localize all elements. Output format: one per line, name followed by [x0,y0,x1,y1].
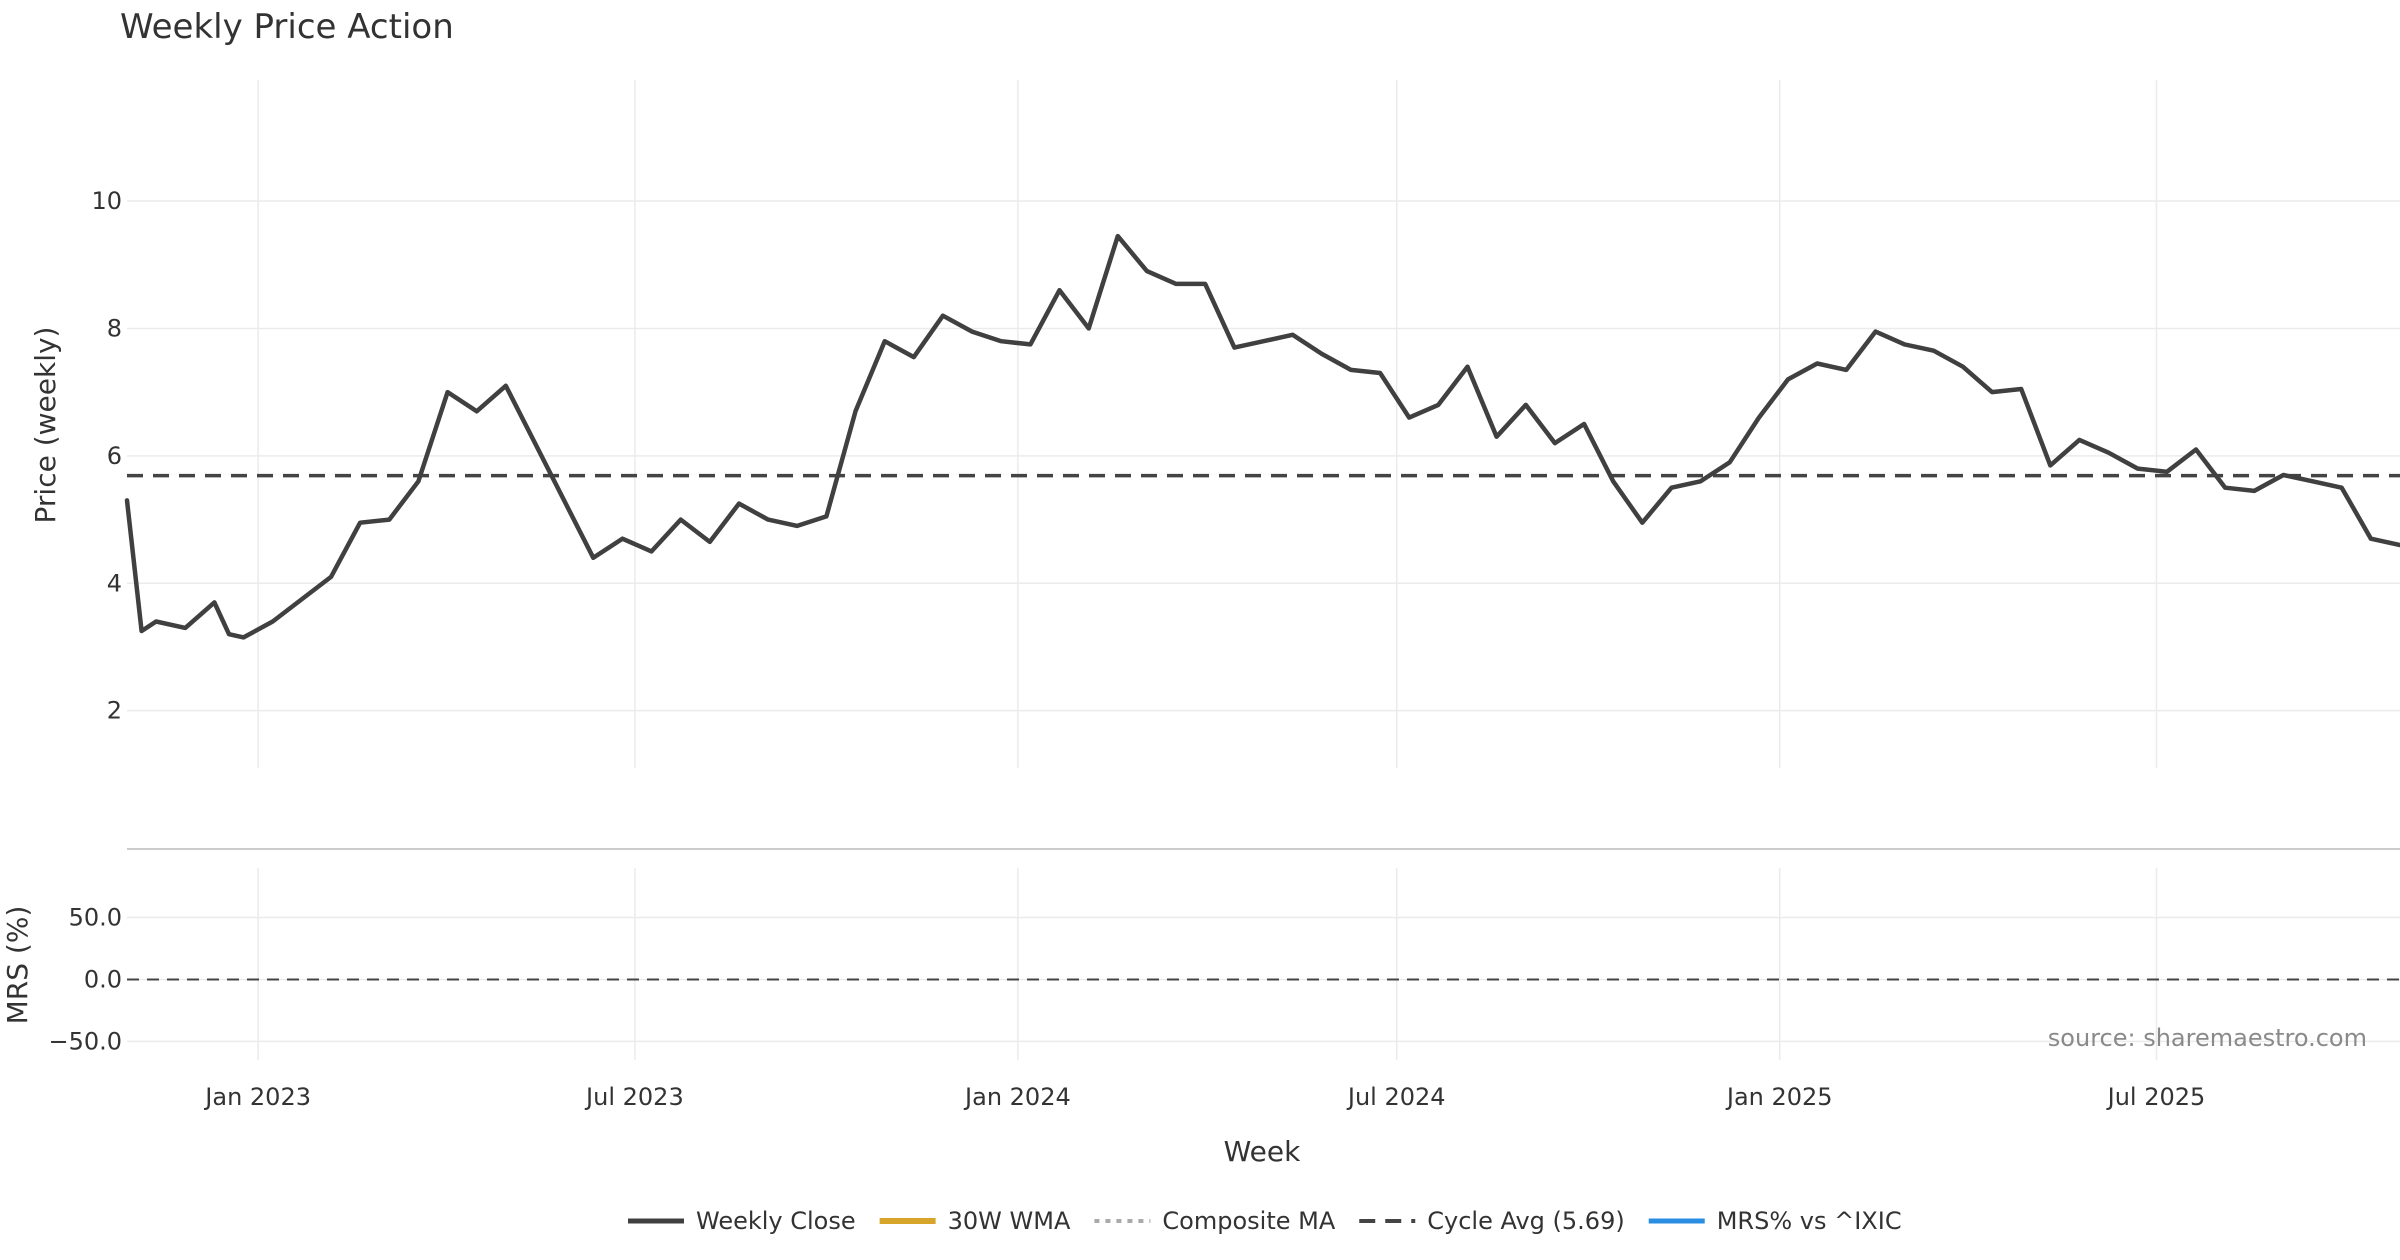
legend-label: 30W WMA [948,1207,1071,1235]
price-y-tick-label: 8 [107,314,122,342]
legend: Weekly Close 30W WMA Composite MA Cycle Avg… [628,1207,1902,1235]
price-y-tick-label: 6 [107,442,122,470]
legend-item-cycle: Cycle Avg (5.69) [1359,1207,1625,1235]
weekly-close-line [124,233,2400,640]
mrs-y-tick-label: 0.0 [84,965,122,993]
legend-item-close: Weekly Close [628,1207,856,1235]
mrs-y-ticks: 50.0 0.0 −50.0 [48,904,122,1056]
legend-label: Cycle Avg (5.69) [1427,1207,1624,1235]
legend-item-composite: Composite MA [1094,1207,1336,1235]
chart-title: Weekly Price Action [120,7,454,47]
legend-item-mrs: MRS% vs ^IXIC [1648,1207,1902,1235]
x-axis-ticks: Jan 2023 Jul 2023 Jan 2024 Jul 2024 Jan 2025… [203,1083,2205,1111]
mrs-grid [127,868,2400,1060]
price-y-tick-label: 4 [107,569,122,597]
price-grid [127,80,2400,768]
price-y-tick-label: 2 [107,697,122,725]
legend-label: MRS% vs ^IXIC [1717,1207,1902,1235]
x-tick-label: Jan 2025 [1725,1083,1833,1111]
x-axis-label: Week [1224,1135,1301,1168]
x-tick-label: Jul 2025 [2106,1083,2206,1111]
mrs-y-tick-label: 50.0 [69,904,122,932]
mrs-panel: 50.0 0.0 −50.0 MRS (%) source: sharemaestr… [1,868,2400,1060]
price-y-axis-label: Price (weekly) [29,327,62,524]
legend-item-wma: 30W WMA [879,1207,1071,1235]
mrs-y-tick-label: −50.0 [48,1027,122,1055]
legend-label: Composite MA [1162,1207,1335,1235]
legend-label: Weekly Close [696,1207,856,1235]
price-y-ticks: 2 4 6 8 10 [91,187,122,725]
x-tick-label: Jan 2023 [203,1083,311,1111]
x-tick-label: Jul 2024 [1346,1083,1446,1111]
source-note: source: sharemaestro.com [2048,1024,2367,1052]
mrs-y-axis-label: MRS (%) [1,906,34,1025]
price-y-tick-label: 10 [91,187,122,215]
x-tick-label: Jul 2023 [584,1083,684,1111]
x-tick-label: Jan 2024 [963,1083,1071,1111]
price-panel: 2 4 6 8 10 Price (weekly) [29,80,2400,768]
